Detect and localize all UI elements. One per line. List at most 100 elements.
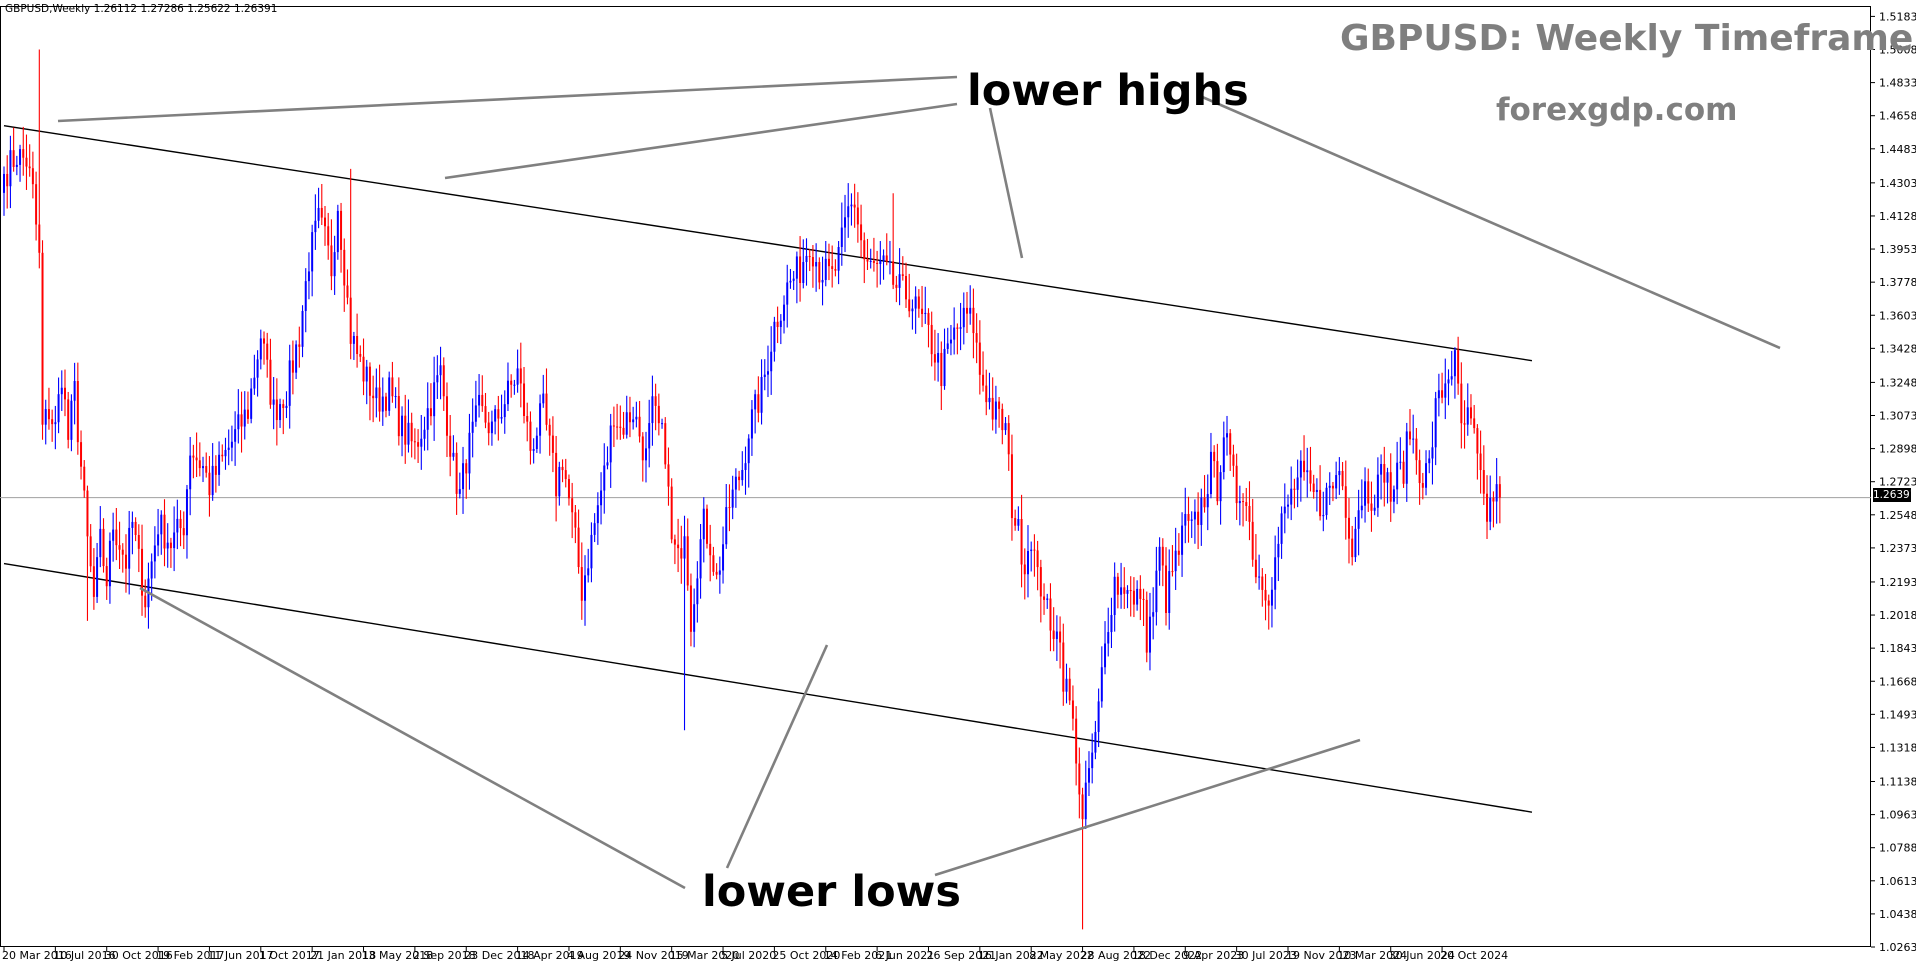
bull-candle: [815, 262, 818, 267]
bear-candle: [728, 507, 731, 509]
bear-candle: [298, 344, 301, 347]
bear-candle: [118, 545, 121, 550]
x-tick-label: 25 Oct 2020: [772, 949, 840, 962]
bull-candle: [1489, 497, 1492, 522]
y-tick-label: 1.20180: [1879, 609, 1916, 622]
bull-candle: [439, 365, 442, 376]
bear-candle: [22, 149, 25, 158]
bear-candle: [195, 457, 198, 461]
bear-candle: [356, 335, 359, 355]
bear-candle: [240, 414, 243, 427]
bull-candle: [911, 308, 914, 312]
bear-candle: [1319, 489, 1322, 517]
bear-candle: [1248, 505, 1251, 522]
bull-candle: [1209, 451, 1212, 495]
bear-candle: [1389, 472, 1392, 502]
x-tick-label: 20 Oct 2024: [1440, 949, 1508, 962]
bear-candle: [1081, 794, 1084, 820]
bear-candle: [368, 366, 371, 396]
bear-candle: [487, 422, 490, 434]
bull-candle: [1392, 489, 1395, 502]
bear-candle: [144, 595, 147, 608]
bull-candle: [693, 604, 696, 632]
bull-candle: [1322, 515, 1325, 517]
bull-candle: [1274, 557, 1277, 590]
bear-candle: [391, 377, 394, 397]
bull-candle: [661, 423, 664, 425]
y-tick-label: 1.25480: [1879, 509, 1916, 522]
bull-candle: [837, 246, 840, 271]
bear-candle: [51, 419, 54, 425]
bull-candle: [436, 375, 439, 383]
bull-candle: [1017, 519, 1020, 526]
bear-candle: [872, 260, 875, 263]
bull-candle: [1120, 587, 1123, 595]
bear-candle: [1078, 763, 1081, 795]
bull-candle: [70, 400, 73, 440]
bull-candle: [988, 397, 991, 403]
bear-candle: [1139, 588, 1142, 599]
bull-candle: [962, 307, 965, 328]
bear-candle: [673, 539, 676, 545]
bear-candle: [956, 327, 959, 329]
bull-candle: [699, 539, 702, 579]
bear-candle: [895, 284, 898, 288]
bear-candle: [1293, 488, 1296, 490]
bear-candle: [89, 536, 92, 567]
bull-candle: [1306, 470, 1309, 473]
bear-candle: [1203, 497, 1206, 508]
bear-candle: [1479, 453, 1482, 471]
bear-candle: [917, 296, 920, 309]
bull-candle: [766, 371, 769, 375]
bear-candle: [1402, 461, 1405, 484]
bear-candle: [908, 299, 911, 312]
bull-candle: [635, 416, 638, 420]
bear-candle: [612, 425, 615, 427]
x-tick-label: 8 May 2022: [1029, 949, 1094, 962]
bull-candle: [696, 578, 699, 605]
x-tick-label: 10 Jul 2016: [53, 949, 115, 962]
bear-candle: [269, 359, 272, 405]
bear-candle: [1421, 483, 1424, 488]
bear-candle: [545, 393, 548, 425]
bull-candle: [1380, 464, 1383, 475]
bull-candle: [805, 255, 808, 263]
bull-candle: [516, 368, 519, 385]
y-tick-label: 1.23730: [1879, 542, 1916, 555]
bull-candle: [1193, 511, 1196, 520]
bull-candle: [969, 307, 972, 314]
x-tick-label: 14 Feb 2021: [824, 949, 892, 962]
bull-candle: [1296, 477, 1299, 490]
bear-candle: [1062, 642, 1065, 692]
bull-candle: [314, 220, 317, 233]
bull-candle: [1447, 379, 1450, 384]
bear-candle: [1132, 590, 1135, 605]
bull-candle: [702, 508, 705, 540]
bull-candle: [1238, 501, 1241, 504]
bear-candle: [1498, 484, 1501, 498]
bull-candle: [1437, 390, 1440, 399]
bear-candle: [1370, 503, 1373, 511]
bull-candle: [625, 412, 628, 435]
bull-candle: [1270, 589, 1273, 606]
bull-candle: [1168, 571, 1171, 613]
bull-candle: [734, 476, 737, 490]
bull-candle: [57, 394, 60, 423]
y-tick-label: 1.13180: [1879, 741, 1916, 754]
x-tick-label: 24 Nov 2019: [618, 949, 688, 962]
bull-candle: [539, 403, 542, 436]
bear-candle: [1473, 418, 1476, 429]
bull-candle: [802, 262, 805, 283]
bear-candle: [985, 385, 988, 403]
bear-candle: [105, 566, 108, 587]
bull-candle: [1299, 460, 1302, 478]
bear-candle: [927, 312, 930, 325]
bull-candle: [770, 351, 773, 372]
bull-candle: [590, 534, 593, 569]
bear-candle: [574, 512, 577, 528]
bear-candle: [465, 463, 468, 474]
bear-candle: [619, 426, 622, 428]
bull-candle: [506, 380, 509, 405]
x-tick-label: 13 May 2018: [362, 949, 434, 962]
